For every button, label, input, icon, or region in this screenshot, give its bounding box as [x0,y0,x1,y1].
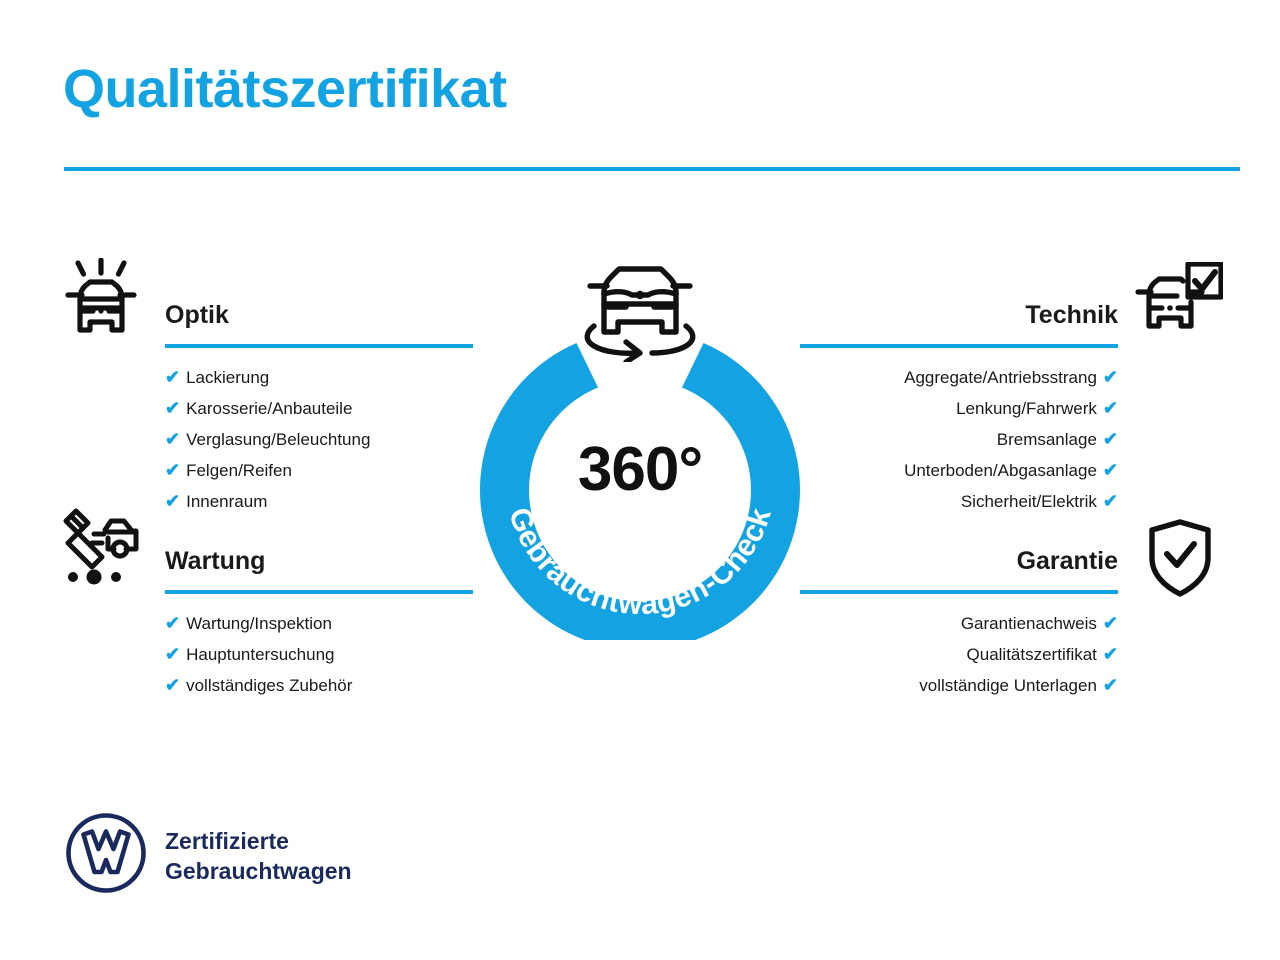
list-item-label: Qualitätszertifikat [966,645,1097,664]
section-technik: Technik Aggregate/Antriebsstrang ✔ Lenkun… [800,296,1118,517]
list-item-label: Hauptuntersuchung [186,645,335,664]
footer-brand-text: Zertifizierte Gebrauchtwagen [165,826,352,886]
list-item: Lenkung/Fahrwerk ✔ [800,393,1118,424]
list-item-label: Verglasung/Beleuchtung [186,430,371,449]
check-icon: ✔ [1102,429,1118,449]
list-item: Unterboden/Abgasanlage ✔ [800,455,1118,486]
list-item-label: Karosserie/Anbauteile [186,399,353,418]
list-item: ✔ Hauptuntersuchung [165,639,473,670]
car-front-shine-icon [62,257,140,351]
section-optik-list: ✔ Lackierung ✔ Karosserie/Anbauteile ✔ Verg… [165,362,473,517]
section-technik-header: Technik [800,296,1118,348]
list-item: Qualitätszertifikat ✔ [800,639,1118,670]
section-technik-underline [800,344,1118,348]
check-icon: ✔ [165,491,181,511]
section-garantie: Garantie Garantienachweis ✔ Qualitätszert… [800,542,1118,701]
check-icon: ✔ [1102,367,1118,387]
list-item-label: vollständige Unterlagen [919,676,1097,695]
section-optik: Optik ✔ Lackierung ✔ Karosserie/Anbauteile… [165,296,473,517]
list-item: ✔ Karosserie/Anbauteile [165,393,473,424]
car-360-rotate-icon [564,250,716,367]
footer-line-1: Zertifizierte [165,827,289,854]
check-icon: ✔ [1102,644,1118,664]
check-icon: ✔ [165,429,181,449]
list-item: vollständige Unterlagen ✔ [800,670,1118,701]
list-item-label: Felgen/Reifen [186,461,292,480]
section-wartung-list: ✔ Wartung/Inspektion ✔ Hauptuntersuchung ✔… [165,608,473,701]
list-item-label: Bremsanlage [996,430,1097,449]
list-item: ✔ Felgen/Reifen [165,455,473,486]
section-technik-title: Technik [1025,301,1118,329]
footer-line-2: Gebrauchtwagen [165,857,352,884]
check-icon: ✔ [1102,398,1118,418]
badge-ring: Gebrauchtwagen-Check [480,343,800,640]
check-icon: ✔ [165,613,181,633]
list-item: ✔ Verglasung/Beleuchtung [165,424,473,455]
footer-brand: Zertifizierte Gebrauchtwagen [65,812,352,899]
list-item: Aggregate/Antriebsstrang ✔ [800,362,1118,393]
check-icon: ✔ [165,367,181,387]
section-garantie-list: Garantienachweis ✔ Qualitätszertifikat ✔ v… [800,608,1118,701]
list-item-label: Lenkung/Fahrwerk [956,399,1097,418]
list-item-label: Unterboden/Abgasanlage [904,461,1097,480]
section-garantie-header: Garantie [800,542,1118,594]
list-item: ✔ Wartung/Inspektion [165,608,473,639]
pencil-car-service-icon [58,505,144,592]
list-item-label: Wartung/Inspektion [186,614,332,633]
check-icon: ✔ [165,460,181,480]
list-item-label: Innenraum [186,492,268,511]
check-icon: ✔ [165,675,181,695]
list-item: Sicherheit/Elektrik ✔ [800,486,1118,517]
list-item-label: vollständiges Zubehör [186,676,353,695]
list-item-label: Aggregate/Antriebsstrang [904,368,1097,387]
vw-logo-icon [65,812,147,899]
section-wartung-title: Wartung [165,547,266,575]
badge-degrees-label: 360° [577,435,703,504]
list-item: ✔ Lackierung [165,362,473,393]
list-item-label: Lackierung [186,368,270,387]
check-icon: ✔ [165,398,181,418]
list-item: ✔ Innenraum [165,486,473,517]
list-item-label: Garantienachweis [960,614,1097,633]
header-divider [64,167,1240,171]
check-icon: ✔ [1102,675,1118,695]
badge-360-gebrauchtwagen-check: Gebrauchtwagen-Check 360° [458,250,822,640]
car-front-checkbox-icon [1135,261,1224,347]
check-icon: ✔ [1102,460,1118,480]
check-icon: ✔ [1102,491,1118,511]
section-garantie-title: Garantie [1016,547,1118,575]
list-item: Garantienachweis ✔ [800,608,1118,639]
section-wartung: Wartung ✔ Wartung/Inspektion ✔ Hauptunters… [165,542,473,701]
list-item-label: Sicherheit/Elektrik [960,492,1097,511]
section-technik-list: Aggregate/Antriebsstrang ✔ Lenkung/Fahrwe… [800,362,1118,517]
section-optik-title: Optik [165,301,229,329]
section-wartung-header: Wartung [165,542,473,594]
check-icon: ✔ [1102,613,1118,633]
section-optik-header: Optik [165,296,473,348]
shield-check-icon [1146,518,1214,603]
list-item: Bremsanlage ✔ [800,424,1118,455]
section-wartung-underline [165,590,473,594]
list-item: ✔ vollständiges Zubehör [165,670,473,701]
section-garantie-underline [800,590,1118,594]
page-title: Qualitätszertifikat [63,59,507,119]
section-optik-underline [165,344,473,348]
check-icon: ✔ [165,644,181,664]
